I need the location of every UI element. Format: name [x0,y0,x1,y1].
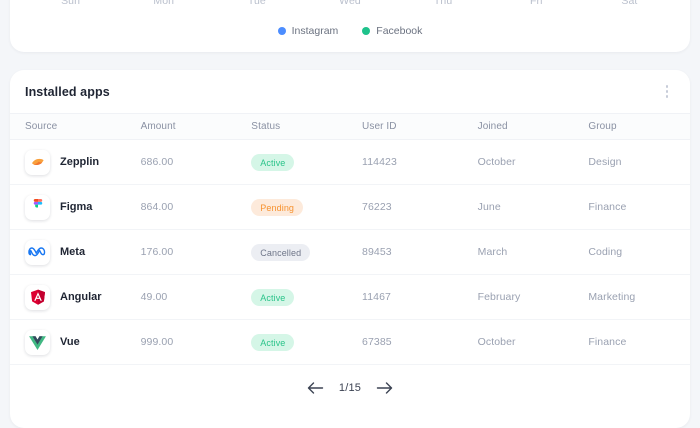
cell-amount: 999.00 [140,336,174,348]
meta-icon [25,239,50,265]
axis-tick-thu: Thu [433,0,453,7]
cell-status: Active [251,333,362,352]
axis-tick-sat: Sat [621,0,638,7]
cell-source: Zepplin [25,149,141,175]
cell-group: Finance [588,201,627,213]
pagination: 1/15 [10,365,690,410]
chart-legend: Instagram Facebook [10,25,690,37]
cell-user-id: 67385 [362,336,392,348]
column-header-joined[interactable]: Joined [477,121,508,132]
status-badge: Active [251,289,295,307]
cell-source: Angular [25,284,141,310]
column-header-status[interactable]: Status [251,121,281,132]
column-header-user-id[interactable]: User ID [362,121,397,132]
status-badge: Active [251,154,295,172]
table-header-row: Source Amount Status User ID Joined Grou… [10,113,690,140]
column-header-amount[interactable]: Amount [140,121,176,132]
page-title: Installed apps [25,84,110,99]
cell-joined: October [477,156,516,168]
cell-status: Cancelled [251,243,362,262]
table-row[interactable]: Angular 49.00 Active 11467 February Mark… [10,275,690,320]
card-header: Installed apps [10,70,690,113]
column-header-group[interactable]: Group [588,121,617,132]
cell-status: Pending [251,198,362,217]
cell-joined: June [477,201,501,213]
legend-label-instagram: Instagram [291,25,339,37]
app-name: Figma [60,201,93,213]
status-badge: Pending [251,199,304,217]
axis-tick-tue: Tue [247,0,266,7]
legend-dot-facebook [362,27,371,35]
cell-user-id: 76223 [362,201,392,213]
cell-group: Marketing [588,291,636,303]
page-count-label: 1/15 [338,381,362,394]
cell-source: Meta [25,239,141,265]
cell-source: Vue [25,329,141,355]
legend-item-instagram[interactable]: Instagram [277,25,339,37]
cell-amount: 686.00 [140,156,174,168]
table-row[interactable]: Vue 999.00 Active 67385 October Finance [10,320,690,365]
kebab-menu-icon[interactable] [658,82,676,102]
kebab-dot [665,95,669,98]
cell-group: Design [588,156,622,168]
kebab-dot [665,90,669,93]
cell-user-id: 11467 [362,291,391,303]
app-name: Angular [60,291,102,303]
kebab-dot [665,85,669,88]
app-name: Vue [60,336,80,348]
vue-icon [25,329,50,355]
cell-amount: 49.00 [140,291,168,303]
status-badge: Active [251,334,295,352]
legend-dot-instagram [277,27,286,35]
column-header-source[interactable]: Source [25,121,58,132]
legend-item-facebook[interactable]: Facebook [362,25,422,37]
legend-label-facebook: Facebook [376,25,423,37]
social-chart-card: Sun Mon Tue Wed Thu Fri Sat Instagram Fa… [10,0,690,52]
axis-tick-wed: Wed [339,0,361,7]
chart-x-axis: Sun Mon Tue Wed Thu Fri Sat [10,0,690,7]
cell-group: Finance [588,336,627,348]
cell-status: Active [251,153,362,172]
app-name: Meta [60,246,86,258]
angular-icon [25,284,50,310]
installed-apps-card: Installed apps Source Amount Status User… [10,70,690,428]
cell-joined: March [477,246,508,258]
zepplin-icon [25,149,50,175]
axis-tick-mon: Mon [153,0,175,7]
app-name: Zepplin [60,156,100,168]
arrow-left-icon[interactable] [307,379,325,397]
cell-status: Active [251,288,362,307]
cell-amount: 864.00 [140,201,174,213]
figma-icon [25,194,50,220]
axis-tick-sun: Sun [61,0,81,7]
table-row[interactable]: Zepplin 686.00 Active 114423 October Des… [10,140,690,185]
cell-user-id: 114423 [362,156,397,168]
cell-amount: 176.00 [140,246,174,258]
table-row[interactable]: Figma 864.00 Pending 76223 June Finance [10,185,690,230]
arrow-right-icon[interactable] [375,379,393,397]
cell-group: Coding [588,246,623,258]
status-badge: Cancelled [251,244,311,262]
cell-joined: October [477,336,516,348]
cell-joined: February [477,291,521,303]
cell-source: Figma [25,194,141,220]
table-row[interactable]: Meta 176.00 Cancelled 89453 March Coding [10,230,690,275]
cell-user-id: 89453 [362,246,392,258]
axis-tick-fri: Fri [530,0,543,7]
